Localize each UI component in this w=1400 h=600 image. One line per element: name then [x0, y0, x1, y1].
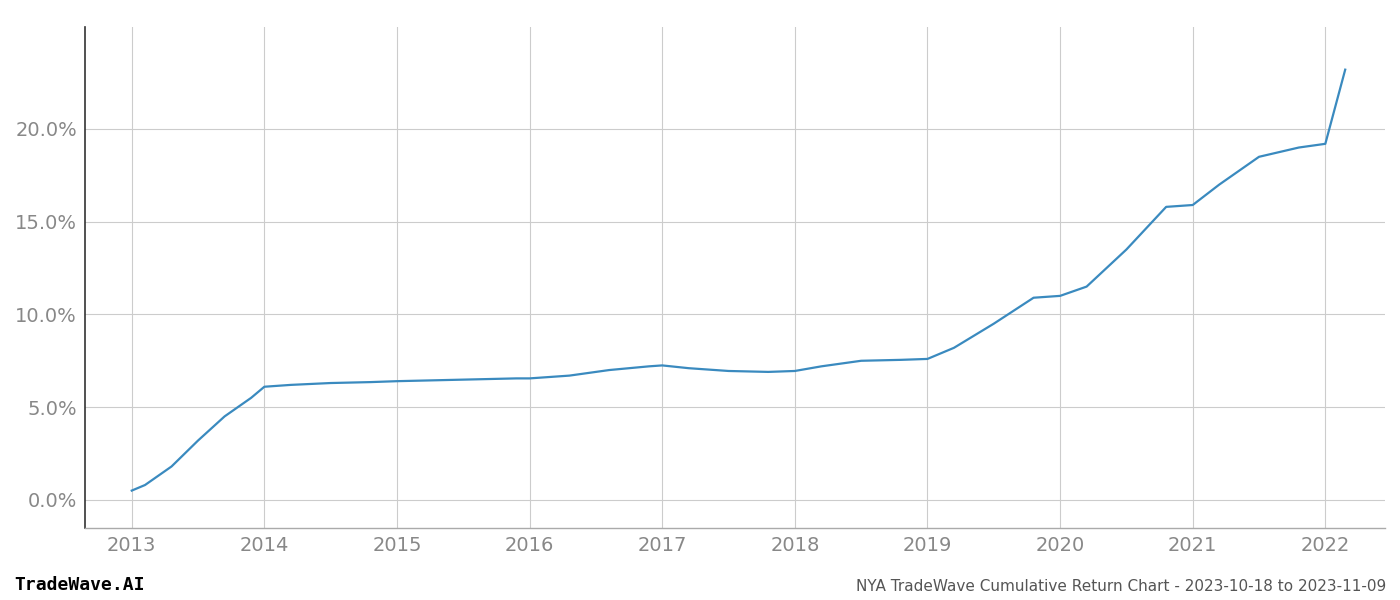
Text: NYA TradeWave Cumulative Return Chart - 2023-10-18 to 2023-11-09: NYA TradeWave Cumulative Return Chart - …: [855, 579, 1386, 594]
Text: TradeWave.AI: TradeWave.AI: [14, 576, 144, 594]
